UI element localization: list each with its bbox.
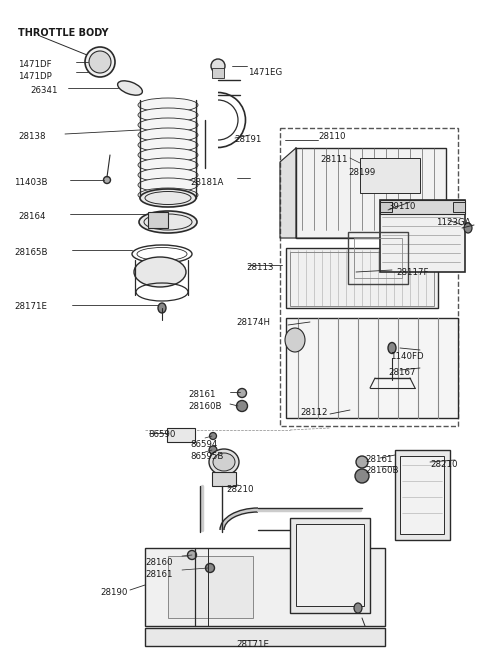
Bar — [296, 524, 364, 606]
Ellipse shape — [356, 456, 368, 468]
Bar — [360, 158, 420, 193]
Bar — [354, 238, 402, 278]
Ellipse shape — [354, 603, 362, 613]
Ellipse shape — [138, 188, 198, 202]
Text: 28161: 28161 — [188, 390, 216, 399]
Text: 28199: 28199 — [348, 168, 375, 177]
Bar — [380, 202, 392, 212]
Bar — [400, 456, 444, 534]
Text: 39110: 39110 — [388, 202, 415, 211]
Bar — [290, 518, 370, 613]
Text: 28191: 28191 — [234, 135, 262, 144]
Ellipse shape — [138, 158, 198, 172]
Bar — [348, 232, 408, 284]
Ellipse shape — [134, 257, 186, 287]
Text: 28164: 28164 — [18, 212, 46, 221]
Text: 28161: 28161 — [365, 455, 393, 464]
Ellipse shape — [464, 223, 472, 233]
Text: 86590: 86590 — [148, 430, 175, 439]
Ellipse shape — [205, 563, 215, 572]
Text: 86595B: 86595B — [190, 452, 223, 461]
Bar — [212, 68, 224, 78]
Ellipse shape — [285, 328, 305, 352]
Ellipse shape — [89, 51, 111, 73]
Bar — [380, 200, 465, 272]
Ellipse shape — [138, 98, 198, 112]
Text: 28171E: 28171E — [14, 302, 47, 311]
Ellipse shape — [209, 446, 217, 454]
Bar — [380, 200, 465, 214]
Ellipse shape — [138, 168, 198, 182]
Bar — [286, 248, 438, 308]
Ellipse shape — [209, 449, 239, 475]
Bar — [395, 450, 450, 540]
Text: 1471DP: 1471DP — [18, 72, 52, 81]
Text: 28113: 28113 — [246, 263, 274, 272]
Ellipse shape — [158, 303, 166, 313]
Text: 28111: 28111 — [320, 155, 348, 164]
Ellipse shape — [138, 108, 198, 122]
Polygon shape — [296, 224, 462, 238]
Text: 1471EG: 1471EG — [248, 68, 282, 77]
Text: 11403B: 11403B — [14, 178, 48, 187]
Bar — [286, 318, 458, 418]
Text: THROTTLE BODY: THROTTLE BODY — [18, 28, 108, 38]
Text: 1140FD: 1140FD — [390, 352, 424, 361]
Text: 28190: 28190 — [100, 588, 127, 597]
Text: 86594: 86594 — [190, 440, 217, 449]
Text: 28117F: 28117F — [396, 268, 429, 277]
Text: 28160: 28160 — [145, 558, 172, 567]
Ellipse shape — [209, 432, 216, 440]
Ellipse shape — [388, 343, 396, 354]
Text: 28110: 28110 — [318, 132, 346, 141]
Ellipse shape — [138, 138, 198, 152]
Text: 28161: 28161 — [145, 570, 172, 579]
Text: 28210: 28210 — [226, 485, 253, 494]
Ellipse shape — [238, 388, 247, 398]
Ellipse shape — [138, 118, 198, 132]
Polygon shape — [280, 148, 296, 238]
Text: 28160B: 28160B — [188, 402, 221, 411]
Bar — [148, 212, 168, 228]
Text: 28112: 28112 — [300, 408, 327, 417]
Text: 26341: 26341 — [30, 86, 58, 95]
Ellipse shape — [104, 176, 110, 183]
Bar — [296, 148, 446, 238]
Ellipse shape — [140, 189, 196, 207]
Text: 1123GA: 1123GA — [436, 218, 470, 227]
Ellipse shape — [138, 128, 198, 142]
Text: 28138: 28138 — [18, 132, 46, 141]
Ellipse shape — [355, 469, 369, 483]
Text: 28167: 28167 — [388, 368, 416, 377]
Bar — [145, 628, 385, 646]
Ellipse shape — [85, 47, 115, 77]
Ellipse shape — [188, 550, 196, 559]
Ellipse shape — [118, 81, 143, 95]
Text: 28165B: 28165B — [14, 248, 48, 257]
Bar — [168, 556, 253, 618]
Text: 1471DF: 1471DF — [18, 60, 52, 69]
Text: 28160B: 28160B — [365, 466, 398, 475]
Ellipse shape — [139, 211, 197, 233]
Ellipse shape — [237, 400, 248, 411]
Text: 28174H: 28174H — [236, 318, 270, 327]
Ellipse shape — [138, 148, 198, 162]
Text: 28181A: 28181A — [190, 178, 223, 187]
Bar — [167, 428, 195, 442]
Bar — [145, 548, 385, 626]
Ellipse shape — [138, 178, 198, 192]
Bar — [212, 472, 236, 486]
Bar — [290, 252, 434, 306]
Bar — [453, 202, 465, 212]
Text: 28171E: 28171E — [236, 640, 269, 649]
Ellipse shape — [211, 59, 225, 73]
Ellipse shape — [213, 453, 235, 471]
Bar — [280, 128, 458, 426]
Text: 28210: 28210 — [430, 460, 457, 469]
